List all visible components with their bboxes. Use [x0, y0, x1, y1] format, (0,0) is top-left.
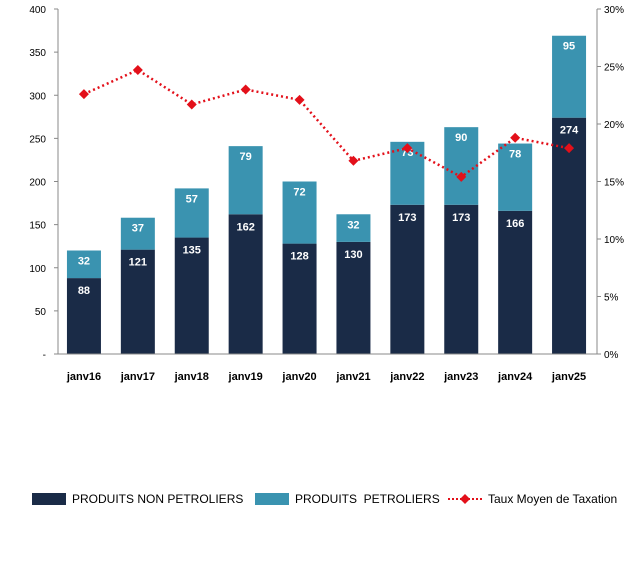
legend-item-petroliers: PRODUITS PETROLIERS [255, 492, 440, 506]
category-label: janv25 [551, 371, 586, 383]
category-label: janv19 [228, 371, 263, 383]
legend-label: PRODUITS NON PETROLIERS [72, 492, 244, 506]
right-tick-label: 15% [604, 178, 624, 189]
legend-label: PRODUITS PETROLIERS [295, 492, 440, 506]
bar-petroliers [66, 250, 101, 279]
bar-value-label: 72 [293, 187, 305, 199]
right-tick-label: 0% [604, 350, 619, 361]
bar-value-label: 88 [78, 285, 90, 297]
category-label: janv24 [497, 371, 533, 383]
right-axis: 0% 5% 10% 15% 20% 25% 30% [597, 5, 624, 361]
category-label: janv21 [335, 371, 370, 383]
left-tick-label: 150 [29, 221, 46, 232]
bar-non-petroliers [552, 117, 587, 354]
bar-value-label: 121 [129, 257, 147, 269]
bar-non-petroliers [174, 237, 209, 354]
bar-value-label: 173 [398, 212, 416, 224]
left-tick-label: 300 [29, 91, 46, 102]
left-tick-label: 100 [29, 264, 46, 275]
bar-non-petroliers [228, 214, 263, 354]
bar-value-label: 130 [344, 249, 362, 261]
legend: PRODUITS NON PETROLIERS PRODUITS PETROLI… [0, 492, 642, 512]
category-label: janv16 [66, 371, 101, 383]
category-label: janv17 [120, 371, 155, 383]
bar-value-label: 32 [347, 219, 359, 231]
bar-petroliers [444, 127, 479, 205]
category-axis: janv16 janv17 janv18 janv19 janv20 janv21 janv… [66, 371, 586, 383]
bar-petroliers [282, 181, 317, 244]
left-axis: - 50 100 150 200 250 300 350 400 [29, 5, 58, 361]
line-point [456, 171, 467, 182]
line-point [240, 84, 251, 95]
bar-non-petroliers [444, 204, 479, 354]
line-path [83, 68, 570, 179]
bar-value-label: 32 [78, 256, 90, 268]
bar-petroliers [174, 188, 209, 238]
bar-petroliers [498, 143, 533, 211]
legend-item-non-petroliers: PRODUITS NON PETROLIERS [32, 492, 243, 506]
bar-non-petroliers [498, 210, 533, 354]
bar-petroliers [120, 217, 155, 250]
line-point [294, 94, 305, 105]
bar-value-label: 274 [560, 125, 579, 137]
line-point [510, 132, 521, 143]
bar-non-petroliers [336, 241, 371, 354]
category-label: janv22 [389, 371, 424, 383]
left-tick-label: 400 [29, 5, 46, 16]
right-tick-label: 30% [604, 5, 624, 16]
legend-item-taux: Taux Moyen de Taxation [448, 492, 617, 506]
line-point [402, 143, 413, 154]
bar-value-label: 95 [563, 41, 575, 53]
bar-value-label: 166 [506, 218, 524, 230]
right-tick-label: 20% [604, 120, 624, 131]
bar-non-petroliers [390, 204, 425, 354]
bar-value-label: 128 [290, 251, 308, 263]
bar-value-label: 37 [132, 223, 144, 235]
bar-group: 8832121371355716279128721303217373173901… [66, 35, 587, 354]
line-point [78, 89, 89, 100]
right-tick-label: 10% [604, 235, 624, 246]
bar-non-petroliers [282, 243, 317, 354]
left-tick-label: - [43, 350, 46, 361]
bar-non-petroliers [66, 278, 101, 354]
right-tick-label: 25% [604, 63, 624, 74]
legend-label: Taux Moyen de Taxation [488, 492, 618, 506]
bar-value-label: 173 [452, 212, 470, 224]
legend-swatch [255, 493, 289, 505]
left-tick-label: 200 [29, 178, 46, 189]
bar-value-label: 57 [186, 193, 198, 205]
legend-line-marker [448, 494, 482, 504]
line-point [564, 143, 575, 154]
bar-petroliers [552, 35, 587, 118]
bar-non-petroliers [120, 249, 155, 354]
line-point [132, 64, 143, 75]
left-tick-label: 250 [29, 134, 46, 145]
legend-swatch [32, 493, 66, 505]
line-point [348, 155, 359, 166]
category-label: janv18 [174, 371, 209, 383]
bar-petroliers [228, 146, 263, 215]
bar-value-label: 135 [183, 245, 201, 257]
left-tick-label: 50 [35, 307, 47, 318]
left-tick-label: 350 [29, 48, 46, 59]
category-label: janv23 [443, 371, 478, 383]
line-series [78, 64, 575, 182]
category-label: janv20 [281, 371, 316, 383]
bar-value-label: 78 [509, 149, 521, 161]
bar-value-label: 79 [240, 151, 252, 163]
bar-value-label: 90 [455, 132, 467, 144]
line-point [186, 99, 197, 110]
right-tick-label: 5% [604, 293, 619, 304]
bar-petroliers [336, 214, 371, 242]
bar-value-label: 162 [236, 221, 254, 233]
